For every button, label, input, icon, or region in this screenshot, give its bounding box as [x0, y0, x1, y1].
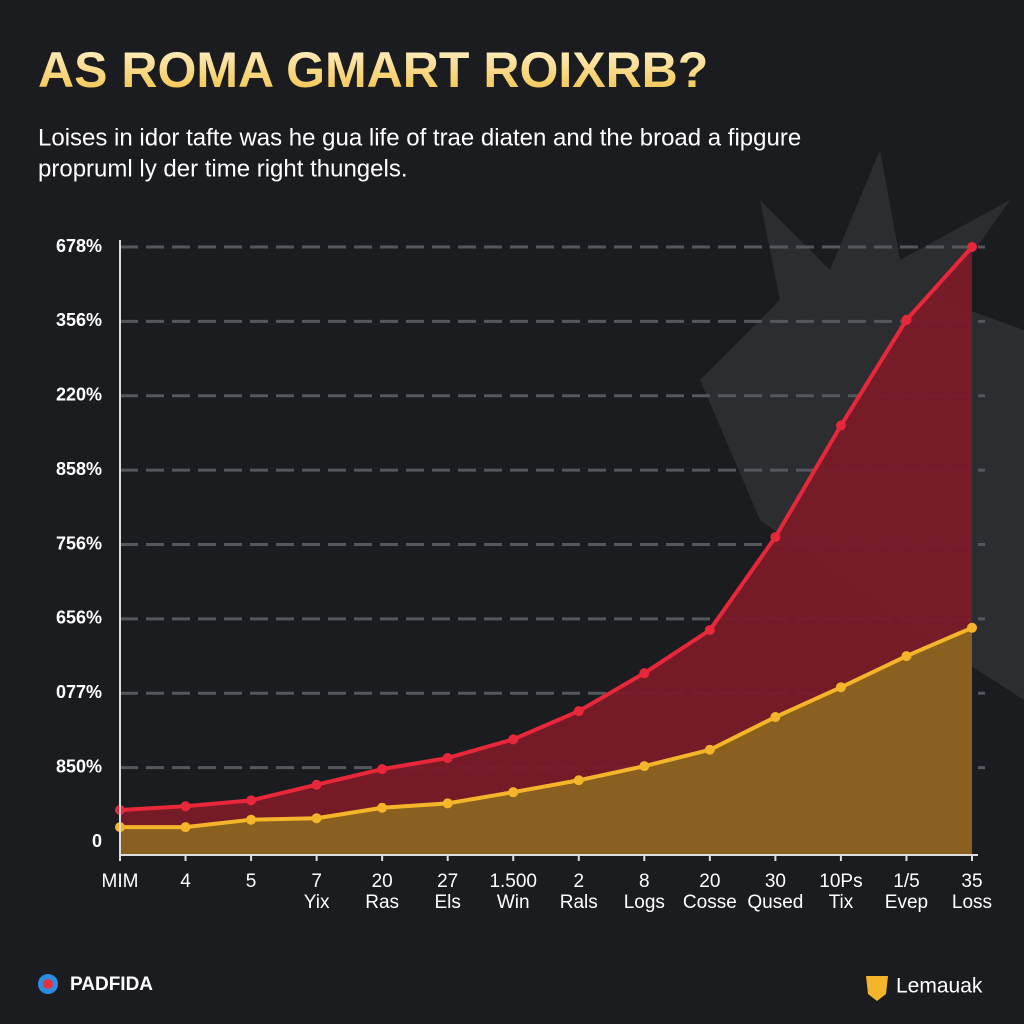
x-tick-sublabel: Rals [560, 892, 598, 913]
point [311, 813, 322, 824]
point [835, 682, 846, 693]
footer-badge [866, 976, 888, 1001]
point [180, 801, 191, 812]
point [901, 651, 912, 662]
point [770, 712, 781, 723]
x-tick-label: 7 [311, 871, 322, 892]
point [180, 822, 191, 833]
x-tick-label: 4 [180, 871, 191, 892]
point [770, 532, 781, 543]
x-tick-sublabel: Yix [304, 892, 330, 913]
x-tick-sublabel: Els [434, 892, 460, 913]
point [639, 668, 650, 679]
point [377, 802, 388, 813]
area [120, 247, 972, 855]
x-tick-label: 1.500 [489, 871, 537, 892]
y-tick-label: 0 [92, 831, 102, 851]
point [442, 752, 453, 763]
y-tick-label: 356% [56, 310, 102, 330]
area [120, 627, 972, 855]
y-tick-label: 858% [56, 459, 102, 479]
point [508, 734, 519, 745]
x-tick-sublabel: Win [497, 892, 530, 913]
x-tick-label: 2 [573, 871, 584, 892]
x-tick-label: 5 [246, 871, 257, 892]
y-tick-label: 077% [56, 682, 102, 702]
x-tick-sublabel: Qused [747, 892, 803, 913]
subtitle: propruml ly der time right thungels. [38, 155, 408, 182]
x-tick-sublabel: Evep [885, 892, 928, 913]
x-tick-label: 35 [961, 871, 982, 892]
x-tick-sublabel: Tix [829, 892, 854, 913]
x-tick-label: 20 [699, 871, 720, 892]
line [120, 625, 973, 830]
point [508, 787, 519, 798]
point [377, 764, 388, 775]
point [573, 775, 584, 786]
x-tick-label: 1/5 [893, 871, 919, 892]
y-tick-label: 756% [56, 533, 102, 553]
point [704, 744, 715, 755]
point [704, 625, 715, 636]
x-tick-sublabel: Logs [624, 892, 665, 913]
x-tick-label: 30 [765, 871, 786, 892]
footer-right: Lemauak [896, 975, 983, 998]
y-tick-label: 220% [56, 385, 102, 405]
x-tick-label: 8 [639, 871, 650, 892]
subtitle: Loises in idor tafte was he gua life of … [38, 124, 801, 151]
x-tick-sublabel: Loss [952, 892, 992, 913]
point [835, 420, 846, 431]
point [901, 314, 912, 325]
point [246, 795, 257, 806]
y-tick-label: 656% [56, 608, 102, 628]
point [573, 706, 584, 717]
point [639, 761, 650, 772]
y-tick-label: 678% [56, 236, 102, 256]
point [967, 242, 977, 252]
x-tick-label: 27 [437, 871, 458, 892]
line [119, 245, 974, 813]
point [967, 622, 977, 633]
point [442, 798, 453, 809]
footer-left: PADFIDA [70, 974, 153, 995]
x-tick-label: 20 [372, 871, 393, 892]
y-tick-label: 850% [56, 756, 102, 776]
chart-title: AS ROMA GMART ROIXRB? [38, 42, 708, 98]
x-tick-label: 10Ps [819, 871, 862, 892]
point [311, 779, 322, 790]
x-tick-sublabel: Ras [365, 892, 399, 913]
footer-logo [43, 979, 53, 989]
x-tick-sublabel: Cosse [683, 892, 737, 913]
point [246, 814, 257, 825]
x-tick-label: MIM [102, 871, 139, 892]
